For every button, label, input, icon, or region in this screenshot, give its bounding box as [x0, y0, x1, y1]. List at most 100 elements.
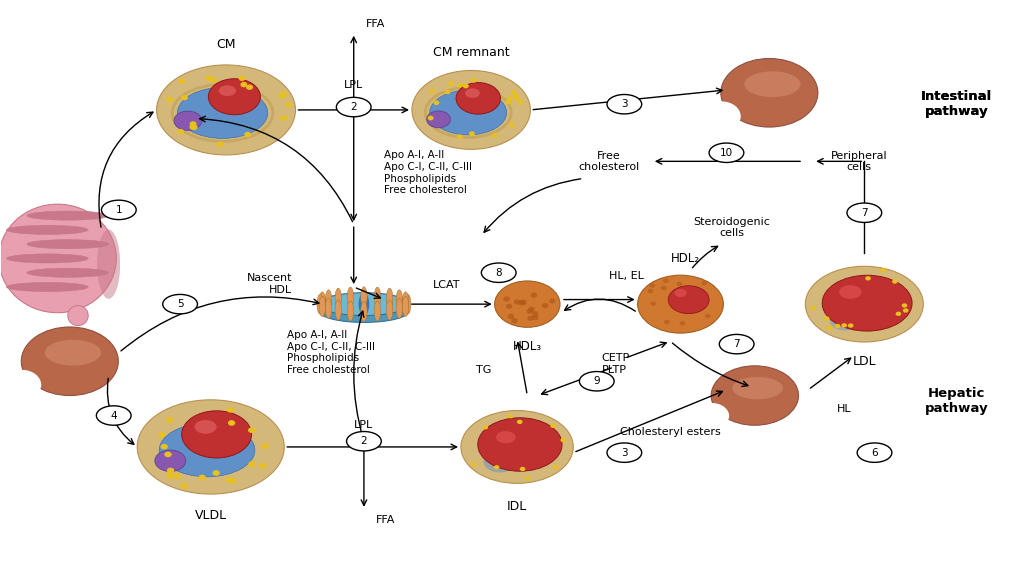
- Ellipse shape: [429, 89, 435, 94]
- Ellipse shape: [326, 298, 332, 319]
- Ellipse shape: [508, 414, 513, 418]
- Ellipse shape: [189, 121, 197, 127]
- Ellipse shape: [412, 71, 530, 149]
- Text: 3: 3: [621, 99, 628, 109]
- Circle shape: [481, 263, 516, 282]
- Text: 7: 7: [861, 208, 867, 218]
- Ellipse shape: [549, 298, 556, 304]
- Ellipse shape: [161, 444, 168, 449]
- Ellipse shape: [347, 301, 353, 321]
- Ellipse shape: [374, 287, 381, 307]
- Ellipse shape: [553, 465, 558, 470]
- Ellipse shape: [22, 327, 119, 395]
- Ellipse shape: [514, 299, 520, 304]
- Ellipse shape: [520, 300, 526, 305]
- Text: 6: 6: [871, 448, 878, 457]
- Ellipse shape: [647, 289, 653, 293]
- Text: Apo A-I, A-II
Apo C-I, C-II, C-III
Phospholipids
Free cholesterol: Apo A-I, A-II Apo C-I, C-II, C-III Phosp…: [288, 330, 376, 375]
- Ellipse shape: [216, 142, 223, 147]
- Ellipse shape: [219, 86, 237, 96]
- Ellipse shape: [495, 281, 560, 327]
- Ellipse shape: [492, 133, 498, 138]
- Ellipse shape: [520, 467, 525, 471]
- Ellipse shape: [865, 276, 870, 281]
- Ellipse shape: [650, 301, 656, 306]
- Ellipse shape: [638, 275, 723, 333]
- Ellipse shape: [189, 125, 197, 130]
- Ellipse shape: [530, 293, 538, 298]
- Ellipse shape: [229, 478, 237, 483]
- Ellipse shape: [509, 123, 515, 127]
- Ellipse shape: [848, 323, 854, 328]
- Text: FFA: FFA: [376, 515, 395, 525]
- Text: LDL: LDL: [853, 355, 877, 368]
- Ellipse shape: [721, 59, 818, 127]
- Ellipse shape: [137, 400, 285, 494]
- Ellipse shape: [503, 296, 510, 302]
- Ellipse shape: [705, 314, 711, 318]
- Ellipse shape: [513, 94, 519, 99]
- Ellipse shape: [0, 204, 117, 313]
- Ellipse shape: [842, 323, 847, 328]
- Text: 2: 2: [350, 102, 357, 112]
- Circle shape: [580, 371, 614, 391]
- Ellipse shape: [560, 438, 566, 443]
- Ellipse shape: [694, 403, 729, 429]
- Ellipse shape: [824, 316, 829, 321]
- Ellipse shape: [244, 132, 251, 137]
- Ellipse shape: [524, 477, 530, 481]
- Ellipse shape: [280, 91, 287, 96]
- Text: 10: 10: [720, 148, 733, 158]
- Ellipse shape: [461, 410, 573, 483]
- Ellipse shape: [97, 230, 120, 298]
- Circle shape: [163, 294, 198, 314]
- Ellipse shape: [526, 309, 534, 314]
- Ellipse shape: [360, 301, 368, 321]
- Ellipse shape: [881, 268, 886, 273]
- Ellipse shape: [157, 65, 296, 155]
- Ellipse shape: [457, 134, 463, 139]
- Text: Free
cholesterol: Free cholesterol: [579, 150, 640, 172]
- Ellipse shape: [677, 282, 682, 286]
- Ellipse shape: [248, 427, 255, 433]
- Ellipse shape: [508, 314, 514, 319]
- Text: LPL: LPL: [344, 80, 364, 90]
- Ellipse shape: [317, 294, 324, 314]
- Ellipse shape: [259, 463, 266, 469]
- Ellipse shape: [164, 452, 172, 457]
- Ellipse shape: [190, 125, 198, 130]
- Ellipse shape: [496, 431, 516, 443]
- Ellipse shape: [896, 312, 901, 316]
- Ellipse shape: [527, 316, 534, 321]
- Ellipse shape: [469, 131, 475, 136]
- Ellipse shape: [6, 254, 88, 263]
- Ellipse shape: [261, 443, 268, 449]
- Ellipse shape: [225, 477, 233, 483]
- Ellipse shape: [166, 417, 173, 423]
- Ellipse shape: [386, 300, 393, 320]
- Ellipse shape: [68, 305, 88, 325]
- Ellipse shape: [167, 468, 174, 474]
- Ellipse shape: [318, 293, 409, 316]
- Ellipse shape: [159, 432, 166, 438]
- Ellipse shape: [285, 102, 292, 107]
- Ellipse shape: [542, 303, 549, 308]
- Ellipse shape: [494, 465, 500, 470]
- Ellipse shape: [396, 298, 402, 319]
- Ellipse shape: [347, 287, 353, 307]
- Ellipse shape: [360, 287, 368, 307]
- Text: HL, EL: HL, EL: [609, 272, 644, 281]
- Text: LCAT: LCAT: [433, 280, 461, 290]
- Circle shape: [857, 443, 892, 463]
- Text: 7: 7: [733, 339, 740, 349]
- Ellipse shape: [2, 370, 41, 400]
- Ellipse shape: [404, 294, 411, 314]
- Ellipse shape: [531, 311, 539, 316]
- Ellipse shape: [663, 278, 669, 283]
- Text: Steroidogenic
cells: Steroidogenic cells: [693, 217, 770, 238]
- Text: 2: 2: [360, 436, 368, 446]
- Ellipse shape: [335, 288, 341, 308]
- Ellipse shape: [248, 461, 256, 467]
- Ellipse shape: [386, 288, 393, 308]
- Text: Intestinal
pathway: Intestinal pathway: [921, 90, 992, 118]
